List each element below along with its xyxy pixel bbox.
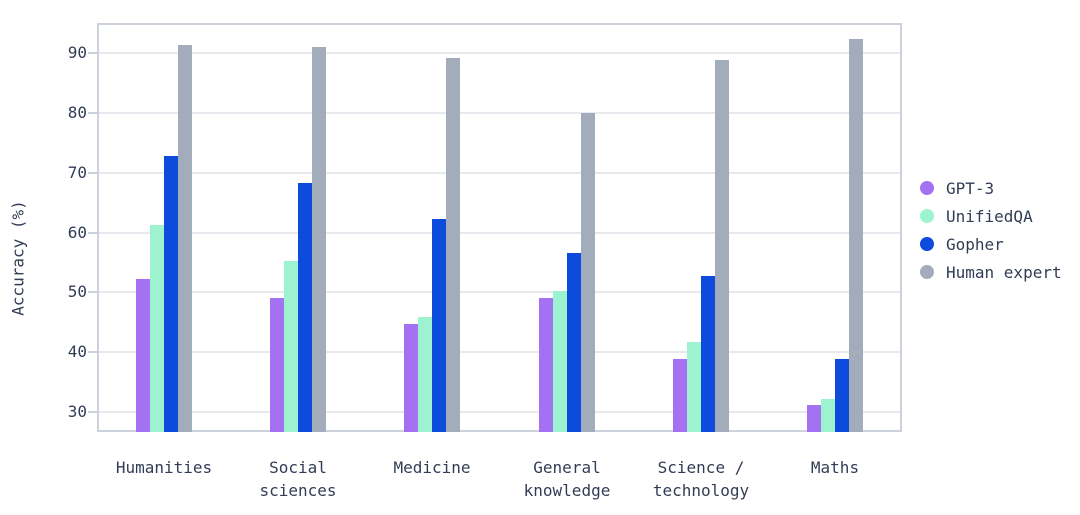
- y-tick-label: 70: [67, 162, 87, 182]
- gridline: [97, 350, 902, 353]
- y-tick-label: 50: [67, 282, 87, 302]
- bar: [150, 225, 164, 432]
- plot-border: [97, 23, 902, 432]
- legend-swatch: [920, 265, 934, 279]
- bar: [673, 359, 687, 432]
- legend-swatch: [920, 237, 934, 251]
- bar: [432, 219, 446, 432]
- bar: [821, 399, 835, 432]
- gridline: [97, 52, 902, 55]
- bar: [446, 58, 460, 432]
- y-tick-label: 80: [67, 103, 87, 123]
- category-label: Humanities: [115, 458, 213, 477]
- category-label: Maths: [810, 458, 860, 477]
- y-tick-mark: [88, 410, 97, 413]
- legend-item: UnifiedQA: [920, 202, 1062, 230]
- legend-label: GPT-3: [946, 178, 995, 198]
- bar: [270, 298, 284, 432]
- category-label: Social sciences: [259, 458, 337, 500]
- bar: [298, 183, 312, 432]
- gridline: [97, 171, 902, 174]
- bar: [581, 113, 595, 432]
- category-label: Science / technology: [652, 458, 750, 500]
- gridline: [97, 291, 902, 294]
- bar: [835, 359, 849, 432]
- gridline: [97, 112, 902, 115]
- y-axis-label: Accuracy (%): [8, 200, 28, 316]
- y-tick-label: 40: [67, 341, 87, 361]
- category-label: Medicine: [393, 458, 471, 477]
- legend-label: Human expert: [946, 262, 1062, 282]
- bar: [164, 156, 178, 432]
- bar: [849, 39, 863, 432]
- bar: [539, 298, 553, 432]
- legend-label: UnifiedQA: [946, 206, 1033, 226]
- y-tick-label: 90: [67, 43, 87, 63]
- y-tick-label: 30: [67, 401, 87, 421]
- y-tick-mark: [88, 291, 97, 294]
- y-tick-mark: [88, 231, 97, 234]
- legend-item: GPT-3: [920, 174, 1062, 202]
- legend-swatch: [920, 209, 934, 223]
- bar: [418, 317, 432, 432]
- bar: [715, 60, 729, 432]
- bar: [687, 342, 701, 432]
- bar: [404, 324, 418, 432]
- legend-label: Gopher: [946, 234, 1004, 254]
- category-label: General knowledge: [523, 458, 611, 500]
- legend: GPT-3 UnifiedQA Gopher Human expert: [920, 174, 1062, 286]
- bar: [807, 405, 821, 432]
- bar: [567, 253, 581, 432]
- bar: [553, 291, 567, 432]
- y-tick-mark: [88, 171, 97, 174]
- legend-swatch: [920, 181, 934, 195]
- plot-area: [97, 23, 902, 432]
- bar: [284, 261, 298, 432]
- gridline: [97, 231, 902, 234]
- bar: [178, 45, 192, 432]
- bar: [136, 279, 150, 432]
- bar: [701, 276, 715, 432]
- y-tick-label: 60: [67, 222, 87, 242]
- gridline: [97, 410, 902, 413]
- y-tick-mark: [88, 52, 97, 55]
- y-tick-mark: [88, 112, 97, 115]
- y-tick-mark: [88, 350, 97, 353]
- bar: [312, 47, 326, 432]
- legend-item: Gopher: [920, 230, 1062, 258]
- legend-item: Human expert: [920, 258, 1062, 286]
